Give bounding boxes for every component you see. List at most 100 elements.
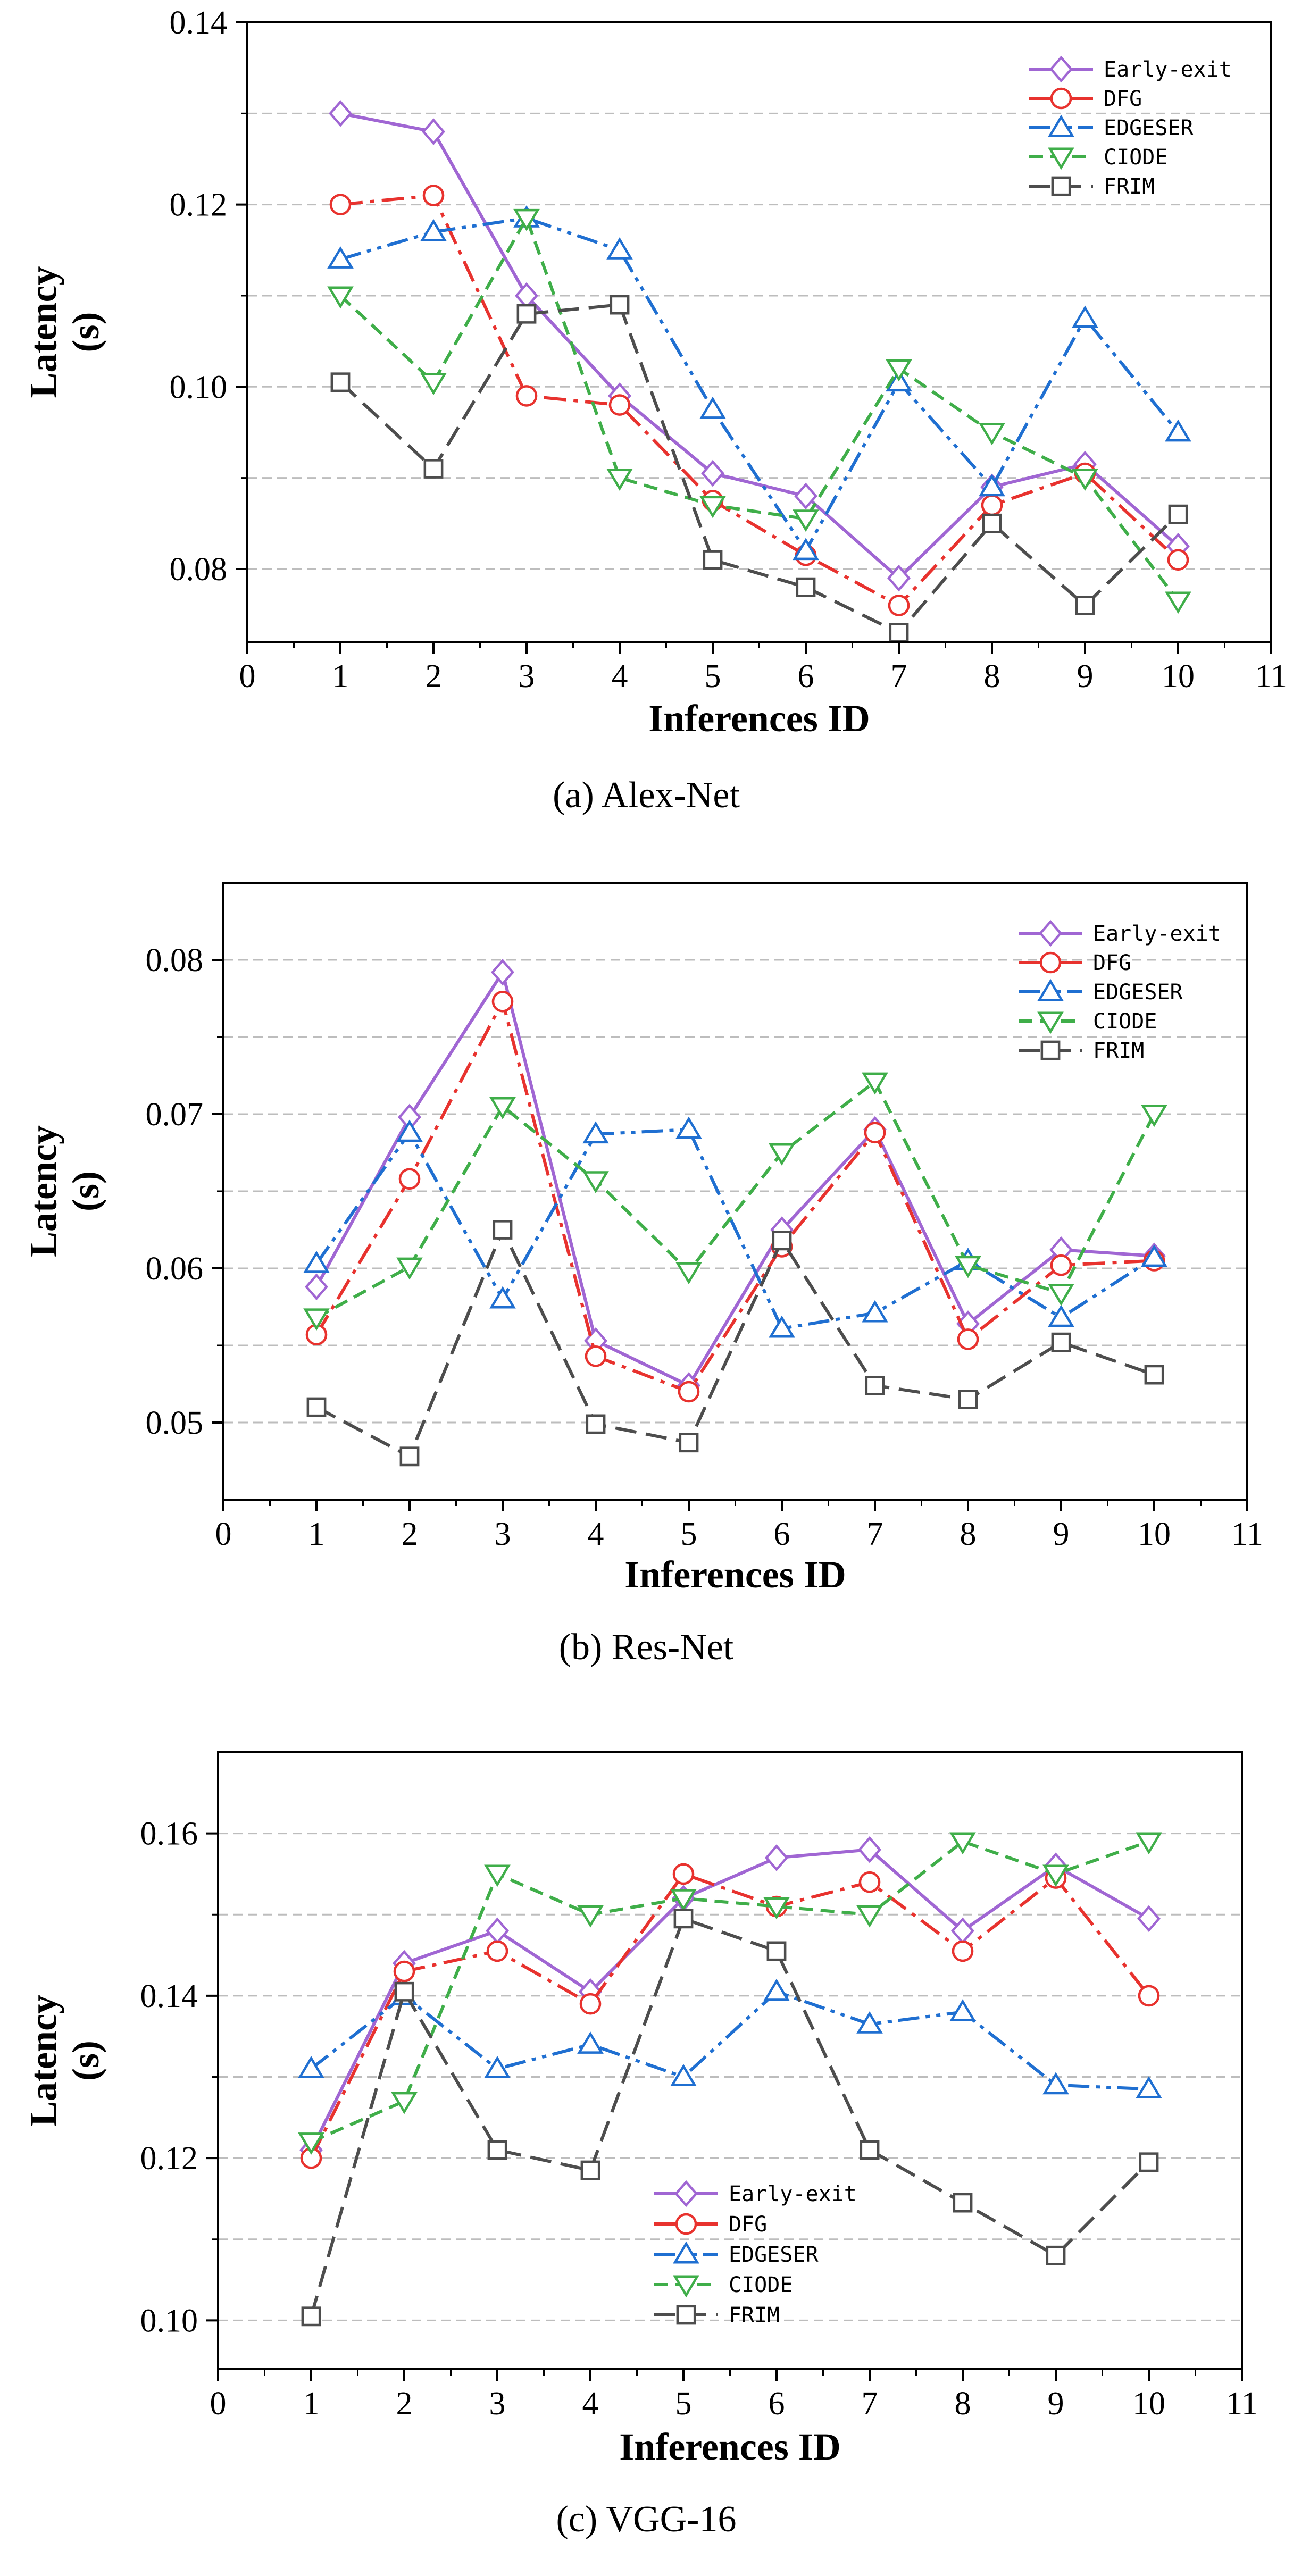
data-point-ciode	[856, 1905, 883, 1928]
chart-panel-3: 0 1 2 3 4 5 6 7 8 9 10 11 0.10 0.12 0.14 0.16 Inferences…	[22, 1751, 1258, 2540]
data-point-dfg	[672, 1863, 695, 1885]
y-tick-label: 0.05	[146, 1405, 204, 1441]
x-tick-label: 4	[612, 658, 628, 695]
data-point-ciode	[949, 1832, 976, 1855]
data-point-early-exit	[486, 1917, 509, 1945]
chart-panel-2: 0 1 2 3 4 5 6 7 8 9 10 11 0.05 0.06 0.07 0.08 Inferences…	[22, 882, 1263, 1668]
y-tick-label: 0.12	[140, 2140, 198, 2177]
data-point-frim	[796, 577, 816, 597]
legend-marker-ciode	[1037, 1011, 1064, 1034]
data-point-ciode	[1136, 1832, 1162, 1855]
data-point-edgeser	[396, 1119, 423, 1142]
chart-panel-1: 0 1 2 3 4 5 6 7 8 9 10 11 0.08 0.10 0.12 0.14 Inferences…	[22, 5, 1287, 816]
series-line-early-exit	[340, 112, 1179, 580]
y-tick-label: 0.07	[146, 1097, 204, 1133]
data-point-ciode	[484, 1864, 511, 1887]
x-axis-title: Inferences ID	[624, 1553, 846, 1596]
legend-label: Early-exit	[1093, 922, 1221, 946]
legend-marker-early-exit	[674, 2180, 698, 2207]
panel-caption: (a) Alex-Net	[553, 775, 740, 816]
y-tick-label: 0.08	[170, 551, 228, 588]
data-point-edgeser	[420, 219, 447, 241]
data-point-edgeser	[606, 237, 633, 260]
x-tick-label: 1	[308, 1516, 325, 1552]
data-point-ciode	[489, 1097, 516, 1119]
legend: Early-exit DFG EDGESER CIODE FRIM	[1019, 919, 1221, 1063]
data-point-edgeser	[675, 1116, 702, 1139]
data-point-ciode	[862, 1072, 888, 1095]
series-ciode	[327, 208, 1191, 614]
data-point-frim	[423, 459, 444, 479]
legend-label: FRIM	[1093, 1039, 1144, 1063]
x-axis-title: Inferences ID	[619, 2426, 841, 2468]
data-point-ciode	[1048, 1283, 1074, 1306]
data-point-edgeser	[793, 538, 819, 561]
data-point-ciode	[670, 1889, 697, 1912]
legend-label: CIODE	[729, 2273, 793, 2297]
data-point-dfg	[398, 1168, 421, 1190]
data-point-frim	[1168, 504, 1188, 524]
data-point-dfg	[491, 991, 514, 1013]
series-line-ciode	[310, 1839, 1149, 2144]
data-point-dfg	[329, 194, 352, 215]
data-point-ciode	[298, 2132, 324, 2155]
y-tick-label: 0.10	[140, 2303, 198, 2339]
legend-marker-dfg	[675, 2213, 697, 2235]
data-point-edgeser	[1165, 419, 1191, 442]
x-tick-label: 0	[239, 658, 256, 695]
data-point-dfg	[579, 1993, 602, 2015]
data-point-edgeser	[1141, 1244, 1167, 1267]
series-line-frim	[315, 1228, 1155, 1458]
data-point-ciode	[675, 1262, 702, 1285]
data-point-frim	[772, 1231, 792, 1251]
y-axis-title: Latency(s)	[22, 1125, 107, 1257]
plot-frame	[246, 21, 1272, 643]
legend: Early-exit DFG EDGESER CIODE FRIM	[654, 2180, 857, 2328]
x-tick-label: 11	[1255, 658, 1287, 695]
data-point-frim	[330, 372, 351, 392]
data-point-edgeser	[763, 1978, 790, 2001]
legend-label: EDGESER	[729, 2243, 819, 2267]
data-point-dfg	[422, 185, 445, 206]
x-tick-label: 4	[582, 2386, 599, 2422]
panel-caption: (b) Res-Net	[559, 1627, 734, 1668]
data-point-edgeser	[1048, 1304, 1074, 1327]
y-axis-title-line1: Latency	[22, 266, 65, 398]
legend: Early-exit DFG EDGESER CIODE FRIM	[1029, 55, 1232, 199]
data-point-frim	[865, 1376, 885, 1395]
data-point-early-exit	[887, 564, 911, 592]
legend-marker-frim	[1051, 176, 1071, 196]
data-point-early-exit	[491, 958, 514, 986]
y-axis-title-line1: Latency	[22, 1995, 65, 2127]
y-axis-title-line2: (s)	[64, 1171, 107, 1211]
data-point-ciode	[979, 423, 1005, 446]
series-early-exit	[299, 1836, 1161, 2164]
legend-label: DFG	[729, 2212, 767, 2237]
data-point-edgeser	[1042, 2072, 1069, 2095]
data-point-edgeser	[769, 1315, 795, 1338]
legend-marker-early-exit	[1049, 55, 1073, 83]
data-point-ciode	[327, 286, 354, 309]
data-point-dfg	[585, 1345, 607, 1367]
data-point-frim	[1144, 1365, 1164, 1385]
x-tick-label: 11	[1231, 1516, 1263, 1552]
data-point-frim	[703, 550, 723, 570]
data-point-edgeser	[327, 246, 354, 269]
series-line-ciode	[315, 1080, 1156, 1319]
data-point-frim	[586, 1414, 606, 1434]
x-tick-label: 9	[1048, 2386, 1064, 2422]
x-tick-label: 10	[1162, 658, 1195, 695]
data-point-early-exit	[858, 1836, 881, 1863]
data-point-early-exit	[305, 1273, 328, 1301]
data-point-dfg	[608, 394, 631, 416]
x-tick-label: 2	[426, 658, 442, 695]
series-line-dfg	[310, 1872, 1150, 2159]
x-tick-label: 5	[675, 2386, 692, 2422]
data-point-dfg	[1138, 1985, 1160, 2007]
y-tick-label: 0.10	[170, 369, 228, 405]
data-point-frim	[982, 513, 1002, 533]
series-line-dfg	[315, 1000, 1155, 1393]
data-point-early-exit	[1137, 1905, 1161, 1933]
legend-label: CIODE	[1093, 1009, 1157, 1034]
